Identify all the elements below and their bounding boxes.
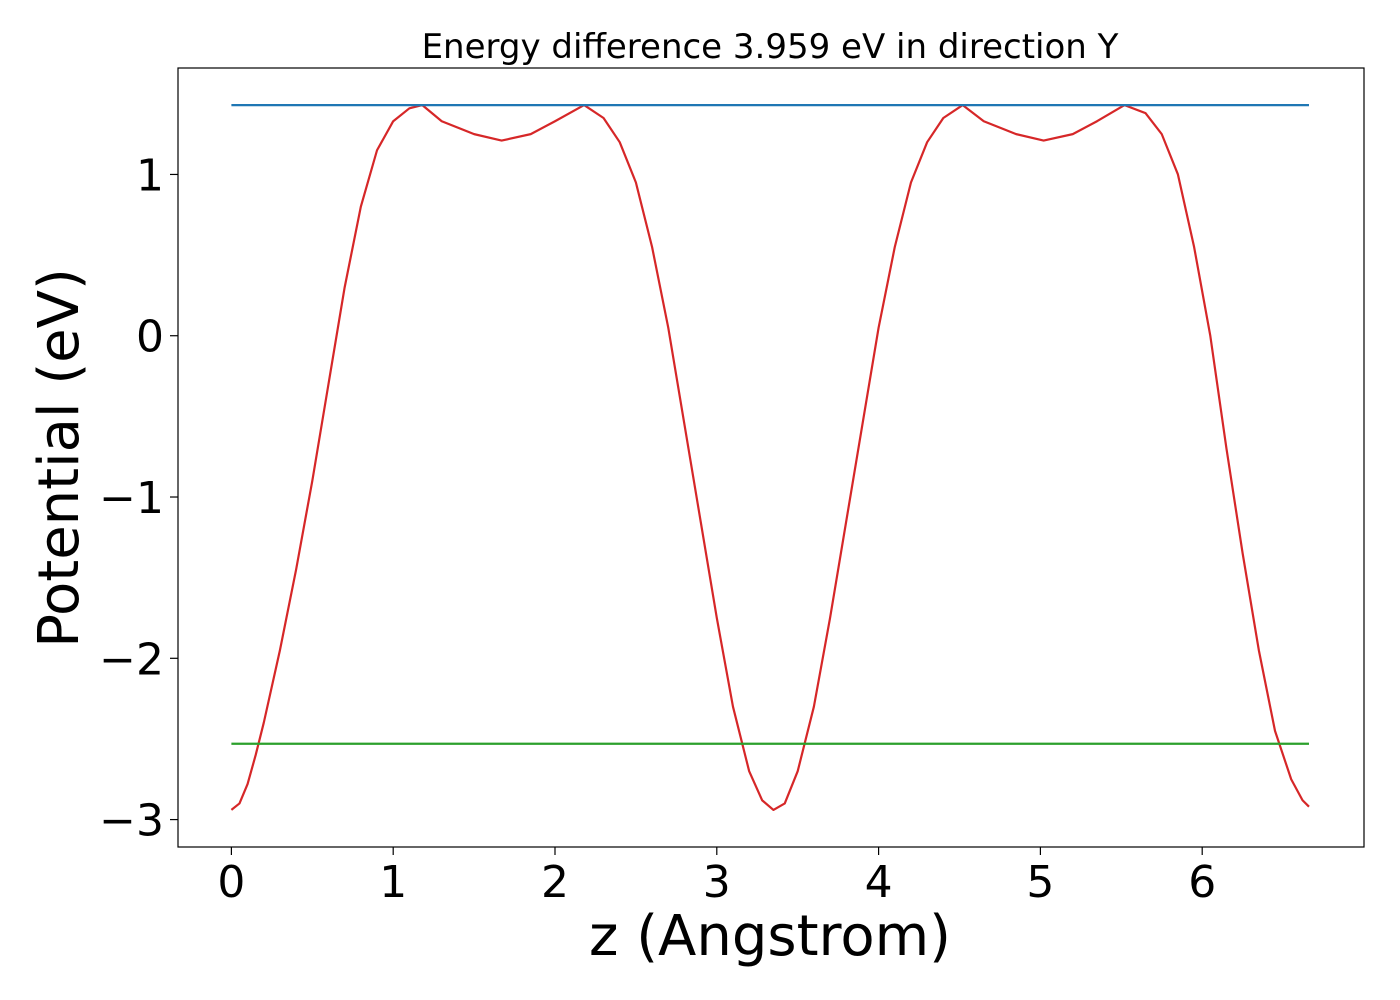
y-tick-label: −3 <box>99 796 164 847</box>
x-tick-label: 3 <box>703 857 731 908</box>
y-axis-label: Potential (eV) <box>27 268 92 648</box>
y-tick-label: −2 <box>99 634 164 685</box>
y-tick-label: 1 <box>136 150 164 201</box>
series-line-0 <box>230 103 1310 812</box>
plot-frame <box>177 67 1365 848</box>
y-axis-ticks: −3 −2 −1 0 1 <box>99 150 178 847</box>
y-tick-label: −1 <box>99 473 164 524</box>
x-axis-label: z (Angstrom) <box>589 904 951 969</box>
x-tick-label: 6 <box>1188 857 1216 908</box>
x-axis-ticks: 0 1 2 3 4 5 6 <box>217 847 1216 908</box>
x-tick-label: 2 <box>541 857 569 908</box>
chart-title: Energy difference 3.959 eV in direction … <box>422 27 1119 67</box>
x-tick-label: 4 <box>865 857 893 908</box>
x-tick-label: 0 <box>217 857 245 908</box>
x-tick-label: 1 <box>379 857 407 908</box>
y-tick-label: 0 <box>136 312 164 363</box>
x-tick-label: 5 <box>1026 857 1054 908</box>
plot-lines <box>230 103 1310 812</box>
